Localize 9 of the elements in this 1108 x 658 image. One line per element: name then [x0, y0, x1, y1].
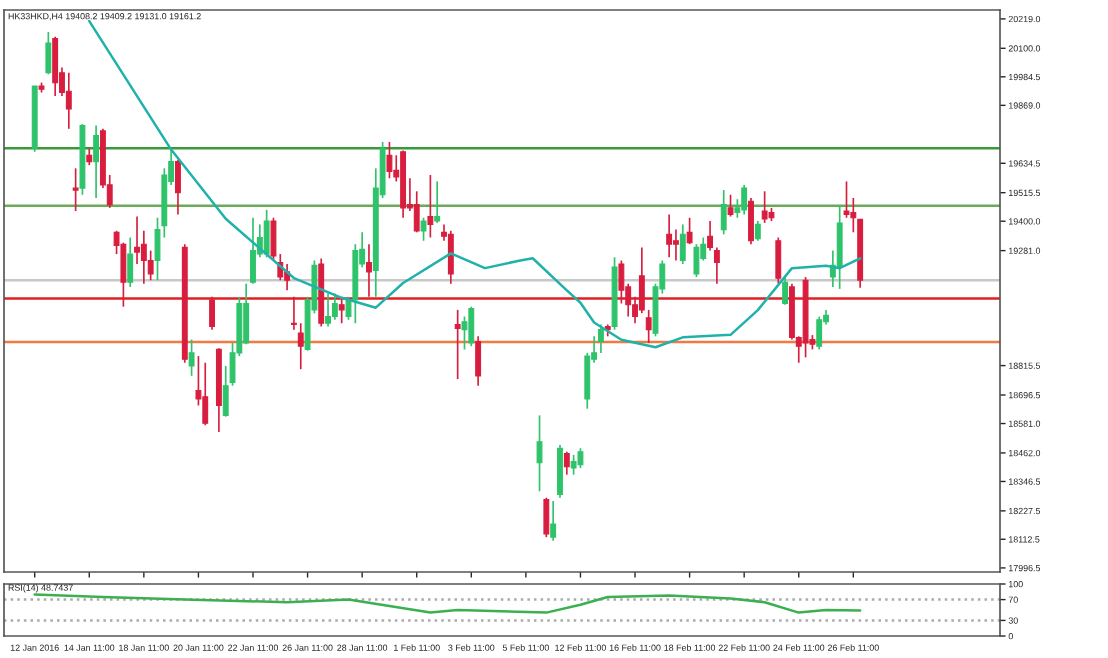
line-series	[33, 593, 862, 614]
candlestick	[536, 414, 543, 493]
candlestick	[461, 315, 468, 351]
candlestick	[570, 454, 577, 476]
line-series	[88, 19, 862, 349]
candlestick	[727, 193, 734, 218]
candlestick	[761, 190, 768, 224]
candlestick	[188, 338, 195, 377]
candlestick	[72, 167, 79, 212]
